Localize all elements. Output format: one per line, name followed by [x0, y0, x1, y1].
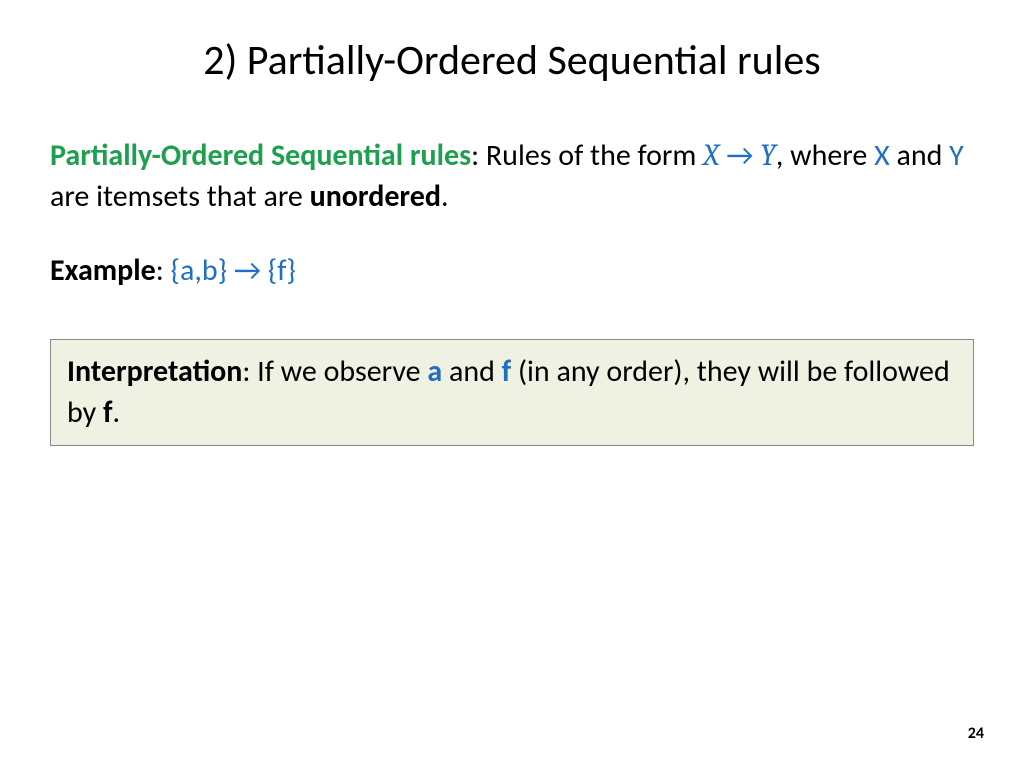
definition-and: and [890, 137, 949, 174]
definition-arrow: → [719, 137, 760, 174]
interpretation-f1: f [502, 353, 512, 390]
definition-y: Y [760, 138, 776, 173]
interpretation-box: Interpretation: If we observe a and f (i… [50, 339, 974, 446]
example-arrow: → [227, 252, 268, 289]
definition-pre: : Rules of the form [471, 137, 703, 174]
example-colon: : [156, 252, 171, 289]
example-label: Example [50, 252, 156, 289]
definition-term: Partially-Ordered Sequential rules [50, 137, 471, 174]
definition-paragraph: Partially-Ordered Sequential rules: Rule… [50, 136, 974, 217]
interpretation-label: Interpretation [67, 353, 242, 390]
slide-title: 2) Partially-Ordered Sequential rules [50, 35, 974, 86]
definition-unordered: unordered [310, 178, 441, 215]
page-number: 24 [968, 724, 984, 743]
example-lhs: {a,b} [171, 252, 227, 289]
interpretation-pre: : If we observe [242, 353, 427, 390]
definition-period: . [441, 178, 449, 215]
definition-yref: Y [949, 137, 964, 174]
interpretation-and: and [442, 353, 501, 390]
interpretation-period: . [112, 394, 120, 431]
definition-x: X [703, 138, 719, 173]
example-rhs: {f} [268, 252, 296, 289]
slide-container: 2) Partially-Ordered Sequential rules Pa… [0, 0, 1024, 768]
definition-post: are itemsets that are [50, 178, 310, 215]
definition-xref: X [874, 137, 890, 174]
example-line: Example: {a,b} → {f} [50, 252, 974, 289]
definition-mid: , where [776, 137, 874, 174]
interpretation-a: a [427, 353, 442, 390]
